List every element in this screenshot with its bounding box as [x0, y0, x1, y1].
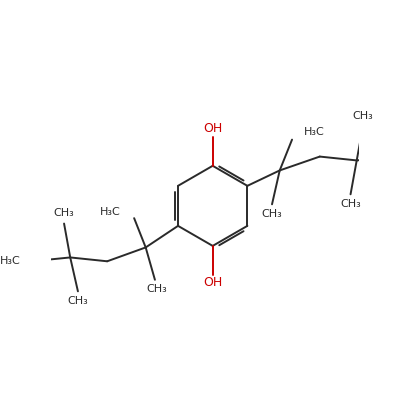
Text: H₃C: H₃C	[304, 127, 325, 137]
Text: CH₃: CH₃	[54, 208, 74, 218]
Text: CH₃: CH₃	[68, 296, 88, 306]
Text: H₃C: H₃C	[100, 207, 120, 217]
Text: OH: OH	[203, 122, 222, 135]
Text: CH₃: CH₃	[146, 284, 167, 294]
Text: OH: OH	[203, 276, 222, 289]
Text: H₃C: H₃C	[0, 256, 20, 266]
Text: CH₃: CH₃	[352, 111, 373, 121]
Text: CH₃: CH₃	[340, 199, 361, 209]
Text: CH₃: CH₃	[262, 209, 282, 219]
